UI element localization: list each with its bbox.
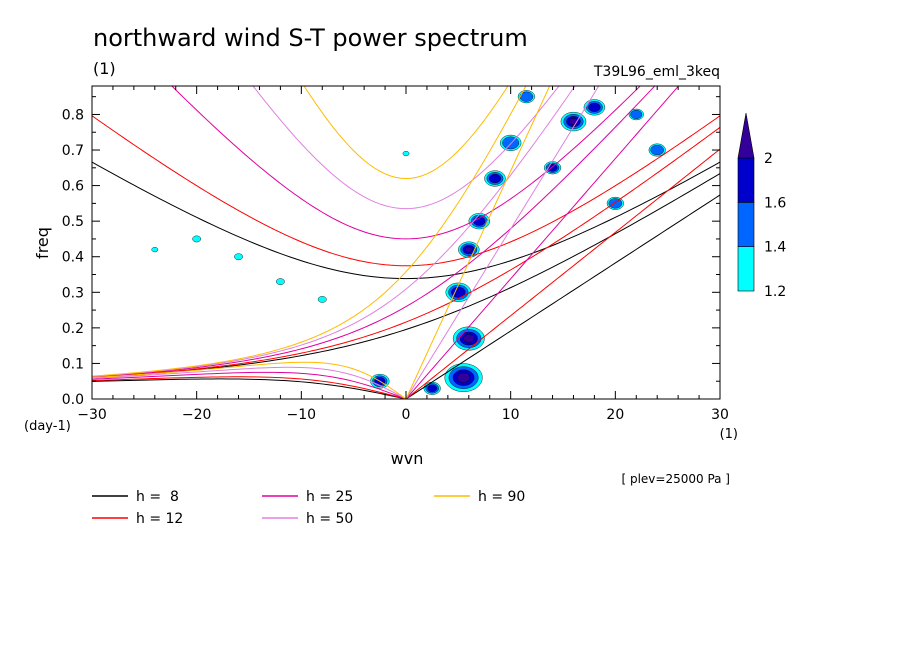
legend-label: h = 12 xyxy=(136,511,183,527)
colorbar-label: 1.6 xyxy=(764,195,786,211)
chart-title: northward wind S-T power spectrum xyxy=(93,24,528,52)
plev-note: [ plev=25000 Pa ] xyxy=(621,472,730,486)
rossby-curve-4 xyxy=(92,361,407,399)
power-blob-18-level-0 xyxy=(276,278,285,285)
y-tick-label: 0.7 xyxy=(62,143,84,159)
chart-subtitle: (1) xyxy=(93,59,116,78)
mrg-curve-4 xyxy=(92,86,527,377)
run-label: T39L96_eml_3keq xyxy=(593,64,720,80)
kelvin-curve-1 xyxy=(405,148,720,399)
kelvin-curve-3 xyxy=(405,86,600,399)
power-blob-1-level-3 xyxy=(463,334,475,343)
mrg-curve-1 xyxy=(92,126,720,378)
power-blob-9-level-2 xyxy=(427,384,438,393)
power-blob-17-level-0 xyxy=(234,253,243,261)
power-blob-11-level-2 xyxy=(588,102,601,112)
colorbar-segment-1 xyxy=(737,202,755,247)
y-tick-label: 0.0 xyxy=(62,392,84,408)
rossby-curve-0 xyxy=(92,378,407,399)
y-tick-label: 0.8 xyxy=(62,107,84,123)
colorbar-label: 1.2 xyxy=(764,284,786,300)
rossby-curve-3 xyxy=(92,366,407,399)
colorbar-segment-0 xyxy=(737,246,755,292)
x-tick-label: −10 xyxy=(287,407,317,423)
legend-label: h = 8 xyxy=(136,489,179,505)
x-tick-label: 20 xyxy=(606,407,624,423)
x-tick-label: 0 xyxy=(402,407,411,423)
dispersion-curves xyxy=(92,86,720,399)
y-tick-label: 0.2 xyxy=(62,321,84,337)
colorbar: 1.2 1.4 1.6 2 xyxy=(737,112,786,300)
legend-label: h = 50 xyxy=(306,511,353,527)
mrg-curve-3 xyxy=(92,86,576,377)
x-unit-label: (1) xyxy=(720,427,738,442)
kelvin-curve-0 xyxy=(405,194,720,399)
y-axis-label: freq xyxy=(33,227,52,259)
power-blob-16-level-0 xyxy=(192,235,202,243)
kelvin-curve-2 xyxy=(405,86,680,399)
x-tick-label: −20 xyxy=(182,407,212,423)
power-blob-5-level-2 xyxy=(488,173,502,184)
power-blob-12-level-2 xyxy=(547,164,558,172)
power-blob-3-level-3 xyxy=(465,246,473,253)
y-unit-label: (day-1) xyxy=(24,419,71,434)
y-tick-label: 0.5 xyxy=(62,214,84,230)
x-tick-label: −30 xyxy=(77,407,107,423)
x-tick-label: 30 xyxy=(711,407,729,423)
legend-label: h = 90 xyxy=(478,489,525,505)
gravity-curve-0 xyxy=(92,161,720,280)
rossby-curve-2 xyxy=(92,371,407,399)
y-tick-label: 0.3 xyxy=(62,285,84,301)
legend: h = 8 h = 12 h = 25 h = 50 h = 90 xyxy=(92,489,525,527)
y-tick-label: 0.1 xyxy=(62,356,84,372)
power-blob-2-level-2 xyxy=(451,286,466,298)
gravity-curve-4 xyxy=(303,86,509,180)
power-blob-0-level-3 xyxy=(456,372,471,383)
x-tick-label: 10 xyxy=(502,407,520,423)
legend-label: h = 25 xyxy=(306,489,353,505)
kelvin-curve-4 xyxy=(405,86,551,399)
power-blob-15-level-1 xyxy=(630,109,643,119)
power-blob-13-level-1 xyxy=(608,198,623,209)
power-contours xyxy=(151,90,666,395)
y-tick-label: 0.6 xyxy=(62,179,84,195)
gravity-curve-3 xyxy=(252,86,560,210)
power-blob-20-level-0 xyxy=(151,247,159,253)
power-blob-14-level-1 xyxy=(650,144,664,156)
gravity-curve-1 xyxy=(92,115,720,267)
x-axis-label: wvn xyxy=(391,449,424,468)
power-blob-21-level-0 xyxy=(402,151,410,157)
y-tick-label: 0.4 xyxy=(62,250,84,266)
colorbar-label: 1.4 xyxy=(764,240,786,256)
colorbar-segment-2 xyxy=(737,157,755,203)
power-blob-6-level-1 xyxy=(502,136,520,150)
axes: −30 −20 −10 0 10 20 30 0.0 0.1 0.2 0.3 0.4 0.5 0.6 0.7… xyxy=(62,85,729,423)
colorbar-arrow xyxy=(737,112,755,159)
mrg-curve-2 xyxy=(92,86,656,378)
gravity-curve-2 xyxy=(171,86,641,240)
power-blob-19-level-0 xyxy=(317,296,327,303)
rossby-curve-1 xyxy=(92,376,407,399)
colorbar-label: 2 xyxy=(764,151,773,167)
